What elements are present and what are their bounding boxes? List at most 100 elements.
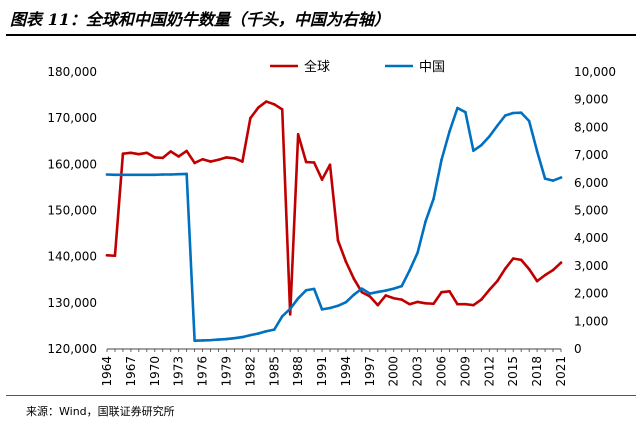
x-tick-label: 1988 <box>291 356 305 387</box>
data-point <box>424 301 427 305</box>
series-line-global <box>105 100 563 316</box>
data-point <box>105 173 109 176</box>
data-point <box>408 269 411 272</box>
data-point <box>225 337 228 341</box>
data-point <box>400 284 404 288</box>
left-axis-tick-label: 120,000 <box>47 342 97 356</box>
data-point <box>280 108 284 111</box>
data-point <box>320 178 324 181</box>
left-axis-tick-label: 140,000 <box>47 250 97 264</box>
data-point <box>392 287 396 290</box>
footer-divider <box>6 395 636 396</box>
data-point <box>201 157 204 161</box>
data-point <box>495 124 499 128</box>
source-note: 来源：Wind，国联证券研究所 <box>26 405 175 418</box>
right-axis-tick-label: 4,000 <box>574 231 608 245</box>
data-point <box>384 289 388 292</box>
data-point <box>177 155 180 158</box>
data-point <box>249 116 252 120</box>
legend-label: 全球 <box>304 59 330 75</box>
data-point <box>113 173 117 177</box>
data-point <box>384 294 388 297</box>
data-point <box>288 313 292 316</box>
x-tick-label: 2009 <box>458 356 472 387</box>
data-point <box>137 173 141 177</box>
data-point <box>432 302 435 306</box>
data-point <box>233 336 236 340</box>
data-point <box>408 302 411 306</box>
chart-series <box>105 100 563 342</box>
data-point <box>336 304 340 308</box>
data-point <box>376 290 380 294</box>
right-axis-tick-label: 10,000 <box>574 65 616 79</box>
data-point <box>519 258 523 262</box>
x-tick-label: 2006 <box>435 356 449 387</box>
x-tick-label: 2003 <box>411 356 425 387</box>
left-axis-tick-label: 180,000 <box>47 65 97 79</box>
data-point <box>488 135 491 138</box>
data-point <box>464 110 467 114</box>
chart-axes: 1964 1967 1970 1973 1976 1979 1982 1985 1988 1991… <box>47 65 616 387</box>
data-point <box>129 151 133 155</box>
data-point <box>264 329 268 333</box>
data-point <box>368 292 372 295</box>
x-tick-label: 1997 <box>363 356 377 387</box>
data-point <box>145 151 149 155</box>
data-point <box>209 160 212 163</box>
x-tick-label: 1991 <box>315 356 329 387</box>
data-point <box>432 197 435 201</box>
data-point <box>392 296 396 300</box>
data-point <box>336 239 340 242</box>
data-point <box>559 261 563 264</box>
right-axis-tick-label: 5,000 <box>574 204 608 218</box>
data-point <box>424 220 427 223</box>
data-point <box>193 161 196 165</box>
data-point <box>169 173 173 176</box>
x-tick-label: 2018 <box>530 356 544 387</box>
data-point <box>304 288 308 292</box>
data-point <box>448 130 451 133</box>
data-point <box>113 254 117 258</box>
data-point <box>185 172 188 176</box>
data-point <box>257 106 260 109</box>
data-point <box>272 328 276 331</box>
data-point <box>217 338 220 341</box>
right-axis-tick-label: 2,000 <box>574 287 608 301</box>
data-point <box>352 277 356 281</box>
x-tick-label: 1973 <box>172 356 186 387</box>
data-point <box>495 279 499 283</box>
data-point <box>137 152 141 156</box>
data-point <box>264 100 268 103</box>
data-point <box>121 173 125 177</box>
data-point <box>472 303 475 307</box>
data-point <box>296 133 300 136</box>
data-point <box>440 290 443 294</box>
data-point <box>257 332 260 335</box>
data-point <box>488 288 491 292</box>
data-point <box>328 306 332 310</box>
x-tick-label: 1976 <box>196 356 210 387</box>
data-point <box>456 302 459 306</box>
data-point <box>272 103 276 106</box>
data-point <box>153 173 157 177</box>
data-point <box>241 160 244 163</box>
data-point <box>217 158 220 162</box>
x-tick-label: 1970 <box>148 356 162 387</box>
right-axis-tick-label: 8,000 <box>574 120 608 134</box>
data-point <box>177 172 180 176</box>
right-axis-tick-label: 1,000 <box>574 314 608 328</box>
data-point <box>511 257 515 260</box>
data-point <box>296 297 300 300</box>
right-axis-tick-label: 6,000 <box>574 176 608 190</box>
legend-label: 中国 <box>419 60 445 75</box>
x-tick-label: 1964 <box>100 356 114 387</box>
data-point <box>201 339 204 342</box>
data-point <box>193 339 196 342</box>
series-line-china <box>105 106 563 342</box>
data-point <box>161 156 165 160</box>
left-axis-tick-label: 150,000 <box>47 204 97 218</box>
data-point <box>440 158 443 162</box>
data-point <box>328 163 332 167</box>
data-point <box>448 289 451 293</box>
data-point <box>416 300 419 304</box>
